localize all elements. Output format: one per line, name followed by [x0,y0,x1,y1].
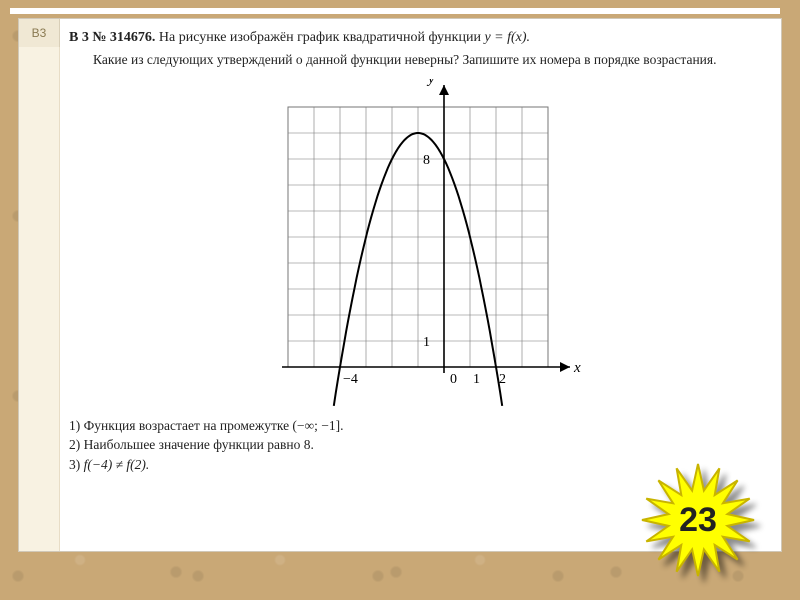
answer-2: 2) Наибольшее значение функции равно 8. [69,436,767,454]
problem-question: Какие из следующих утверждений о данной … [93,51,767,69]
problem-number: B 3 № 314676. [69,30,155,45]
problem-text-1: На рисунке изображён график квадратичной… [159,30,485,45]
top-white-strip [10,8,780,14]
svg-text:x: x [573,360,581,376]
svg-text:−4: −4 [343,372,358,387]
answer-value: 23 [638,460,758,580]
slide-background: B3 B 3 № 314676. На рисунке изображён гр… [0,0,800,600]
answer-starburst: 23 [638,460,758,580]
parabola-chart: −4 0 1 2 1 8 x y [248,79,588,409]
answer-1: 1) Функция возрастает на промежутке (−∞;… [69,417,767,435]
svg-text:y: y [426,79,435,87]
svg-text:1: 1 [473,372,480,387]
problem-formula: y = f(x). [484,30,530,45]
svg-text:8: 8 [423,153,430,168]
content-area: B 3 № 314676. На рисунке изображён графи… [69,29,767,475]
problem-title: B 3 № 314676. На рисунке изображён графи… [69,29,767,47]
svg-text:1: 1 [423,335,430,350]
chart-container: −4 0 1 2 1 8 x y [69,79,767,409]
side-tag: B3 [19,19,60,48]
side-column [19,47,60,551]
svg-text:0: 0 [450,372,457,387]
svg-text:2: 2 [499,372,506,387]
